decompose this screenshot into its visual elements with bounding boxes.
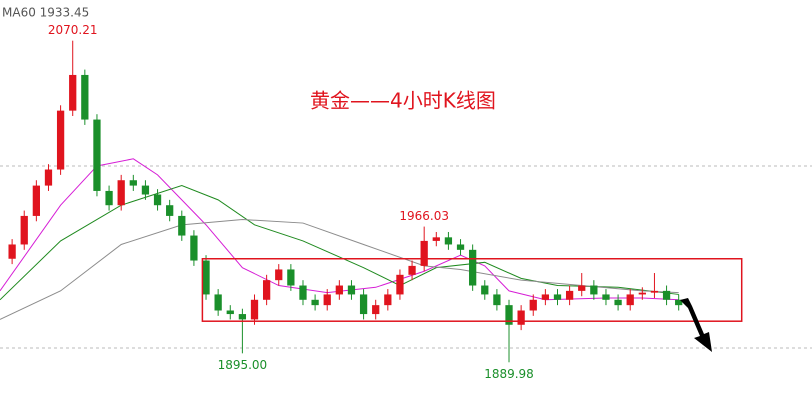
moving-average-line <box>0 185 679 301</box>
candle-body <box>517 310 525 325</box>
candle-body <box>299 285 307 300</box>
candle-body <box>493 294 501 306</box>
candle-body <box>335 285 343 295</box>
candle-body <box>226 310 234 315</box>
candle-body <box>311 299 319 306</box>
candle-body <box>214 294 222 311</box>
candle-body <box>250 299 259 320</box>
candle-body <box>578 285 586 291</box>
candle-body <box>529 299 537 311</box>
candle-body <box>44 169 53 186</box>
candle-body <box>662 290 671 300</box>
candle-body <box>238 314 247 320</box>
low-label: 1895.00 <box>218 358 268 372</box>
indicator-text: MA60 1933.45 <box>2 6 89 20</box>
candle-body <box>614 299 622 306</box>
candle-body <box>105 190 113 206</box>
candle-body <box>262 280 271 300</box>
candle-body <box>81 74 89 120</box>
moving-average-line <box>0 218 679 320</box>
high-label: 2070.21 <box>48 23 98 37</box>
candle-body <box>638 292 646 295</box>
candle-body <box>626 294 634 306</box>
candle-body <box>117 180 125 206</box>
candle-body <box>456 244 465 250</box>
candle-body <box>166 205 174 216</box>
candle-body <box>287 269 295 286</box>
candle-body <box>323 294 331 306</box>
chart-title: 黄金——4小时K线图 <box>310 89 496 113</box>
candle-body <box>359 294 368 315</box>
trend-arrow <box>680 298 712 352</box>
candle-body <box>650 290 659 293</box>
range-box <box>201 258 743 322</box>
candle-body <box>590 285 598 295</box>
candle-body <box>141 185 150 195</box>
candle-body <box>675 299 683 306</box>
candle-body <box>541 294 550 300</box>
candle-body <box>153 194 162 206</box>
candle-body <box>444 237 453 245</box>
candle-body <box>8 244 16 259</box>
candle-body <box>69 74 77 111</box>
candle-body <box>56 110 65 170</box>
candle-body <box>372 305 380 315</box>
moving-average-line <box>0 158 679 301</box>
candle-body <box>384 294 392 306</box>
candle-body <box>32 185 40 216</box>
candle-body <box>178 215 186 236</box>
candle-body <box>20 215 28 245</box>
high-label: 1966.03 <box>399 209 449 223</box>
candle-body <box>602 294 610 300</box>
candle-body <box>469 249 477 286</box>
candle-body <box>565 290 574 300</box>
arrow-shape <box>680 298 712 352</box>
candle-body <box>129 180 137 186</box>
low-label: 1889.98 <box>484 367 534 381</box>
candle-body <box>505 305 513 325</box>
candle-body <box>432 237 440 241</box>
candle-body <box>347 285 356 295</box>
candle-body <box>553 294 562 300</box>
candle-body <box>202 260 210 295</box>
candle-body <box>396 274 404 295</box>
candle-body <box>481 285 489 295</box>
candle-body <box>275 269 283 281</box>
candle-body <box>420 240 428 266</box>
candle-body <box>408 265 416 275</box>
candle-body <box>190 235 198 261</box>
candle-body <box>93 119 101 191</box>
